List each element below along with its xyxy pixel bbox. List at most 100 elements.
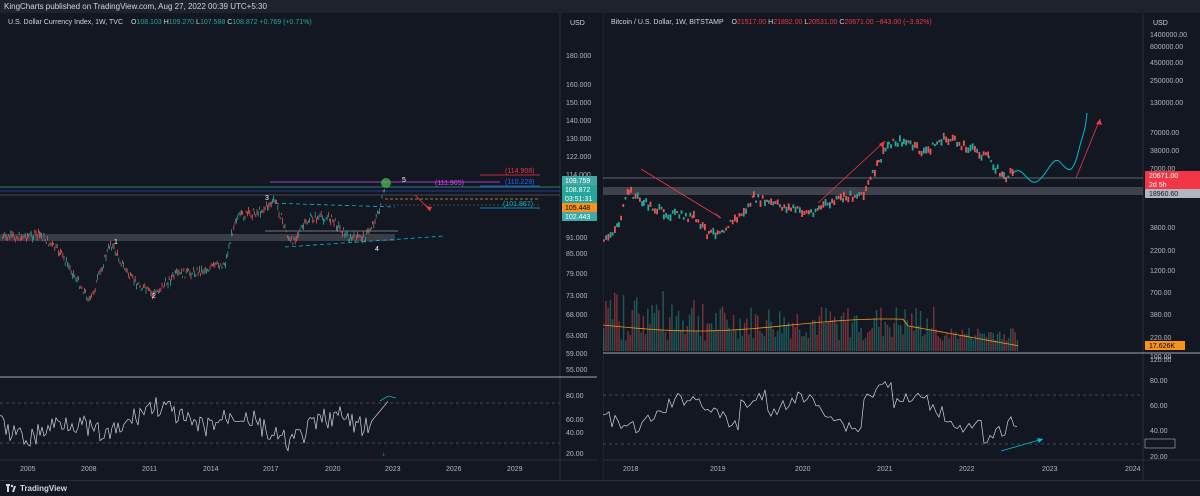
candle bbox=[331, 214, 332, 218]
candle bbox=[363, 230, 364, 238]
btc-rsi-line[interactable] bbox=[603, 381, 1018, 444]
dxy-candles[interactable] bbox=[2, 181, 386, 302]
dxy-rsi-line[interactable] bbox=[0, 397, 389, 452]
candle bbox=[175, 270, 176, 274]
candle bbox=[632, 196, 635, 199]
volume-bar bbox=[774, 336, 777, 351]
volume-bar bbox=[682, 320, 684, 351]
volume-ma-line[interactable] bbox=[603, 318, 1019, 347]
price-tick: 1400000.00 bbox=[1150, 32, 1187, 39]
volume-bar bbox=[871, 328, 873, 351]
volume-bar bbox=[721, 306, 724, 351]
btc-projection-path[interactable] bbox=[1012, 112, 1088, 183]
candle bbox=[701, 222, 704, 228]
wave-label: 3 bbox=[265, 195, 269, 202]
volume-bar bbox=[946, 332, 948, 351]
candle bbox=[133, 278, 135, 286]
btc-volume-bars[interactable] bbox=[603, 291, 1019, 351]
volume-bar bbox=[686, 326, 689, 351]
volume-bar bbox=[994, 340, 997, 351]
candle bbox=[907, 140, 910, 144]
candle bbox=[266, 201, 267, 207]
volume-bar bbox=[801, 336, 803, 351]
candle bbox=[88, 295, 90, 301]
volume-bar bbox=[704, 340, 706, 351]
candle bbox=[326, 215, 328, 221]
candle bbox=[273, 195, 274, 203]
candle bbox=[851, 196, 854, 202]
projection-arrow[interactable] bbox=[1075, 118, 1101, 179]
support-zone[interactable] bbox=[0, 234, 395, 241]
top-marker-circle[interactable] bbox=[381, 178, 391, 188]
candle bbox=[845, 195, 847, 201]
volume-bar bbox=[761, 333, 763, 351]
candle bbox=[888, 141, 890, 145]
candle bbox=[15, 239, 16, 243]
price-tick: 1200.00 bbox=[1150, 268, 1175, 275]
year-tick: 2023 bbox=[1042, 466, 1058, 473]
candle bbox=[799, 207, 801, 213]
channel-upper[interactable] bbox=[267, 202, 396, 208]
volume-bar bbox=[878, 326, 880, 351]
candle bbox=[699, 223, 702, 230]
candle bbox=[293, 236, 295, 240]
trend-arrow[interactable] bbox=[640, 168, 722, 219]
candle bbox=[856, 193, 858, 199]
candle bbox=[622, 204, 625, 207]
price-tick: 3800.00 bbox=[1150, 225, 1175, 232]
price-badges: 109.759 108.872 03:51:31 105.448 102.443 bbox=[562, 176, 597, 221]
volume-bar bbox=[614, 292, 616, 351]
candle bbox=[929, 148, 932, 155]
candle bbox=[14, 237, 15, 240]
candle bbox=[172, 272, 174, 278]
price-tick: 140.000 bbox=[566, 118, 591, 125]
candle bbox=[184, 276, 186, 279]
btc-candles[interactable] bbox=[603, 132, 1014, 242]
candle bbox=[945, 136, 947, 143]
candle bbox=[6, 236, 8, 242]
btc-chart-pane[interactable]: Bitcoin / U.S. Dollar, 1W, BITSTAMP O215… bbox=[603, 13, 1200, 480]
btc-support-zone[interactable] bbox=[603, 187, 1143, 195]
candle bbox=[63, 255, 65, 261]
candle bbox=[195, 273, 197, 278]
candle bbox=[100, 267, 102, 273]
candle bbox=[167, 281, 169, 289]
candle bbox=[66, 256, 67, 263]
rsi-arrow[interactable] bbox=[379, 395, 397, 402]
candle bbox=[248, 206, 249, 214]
candle bbox=[56, 244, 58, 249]
candle bbox=[920, 151, 923, 157]
volume-bar bbox=[618, 321, 620, 351]
candle bbox=[324, 218, 326, 223]
trend-arrow[interactable] bbox=[817, 140, 886, 204]
btc-chart-canvas[interactable]: USD 1400000.00 800000.00 450000.00 250000.0… bbox=[603, 13, 1200, 480]
price-tick: 68.000 bbox=[566, 312, 588, 319]
candle bbox=[44, 239, 46, 243]
projection-arrow[interactable] bbox=[414, 194, 431, 212]
candle bbox=[884, 147, 887, 152]
candle bbox=[368, 228, 370, 235]
candle bbox=[678, 214, 681, 219]
candle bbox=[219, 265, 220, 270]
candle bbox=[641, 201, 643, 207]
dxy-chart-canvas[interactable]: USD 180.000 160.000 150.000 140.000 130.000 1… bbox=[0, 13, 597, 480]
candle bbox=[104, 254, 106, 258]
candle bbox=[336, 225, 337, 231]
publish-info-text: KingCharts published on TradingView.com,… bbox=[4, 2, 267, 11]
candle bbox=[840, 193, 842, 201]
volume-bar bbox=[851, 322, 854, 351]
volume-bar bbox=[638, 313, 640, 351]
candle bbox=[3, 233, 4, 239]
dxy-chart-pane[interactable]: U.S. Dollar Currency Index, 1W, TVC O108… bbox=[0, 13, 597, 480]
volume-bar bbox=[688, 314, 691, 351]
candle bbox=[656, 208, 658, 215]
rsi-trend-arrow[interactable] bbox=[1000, 438, 1044, 452]
volume-bar bbox=[952, 332, 955, 351]
volume-bar bbox=[842, 312, 845, 351]
rsi-tick: 100.00 bbox=[1150, 354, 1172, 361]
candle bbox=[345, 230, 347, 237]
candle bbox=[282, 217, 283, 225]
candle bbox=[149, 288, 150, 291]
candle bbox=[988, 155, 990, 159]
candle bbox=[168, 276, 170, 281]
